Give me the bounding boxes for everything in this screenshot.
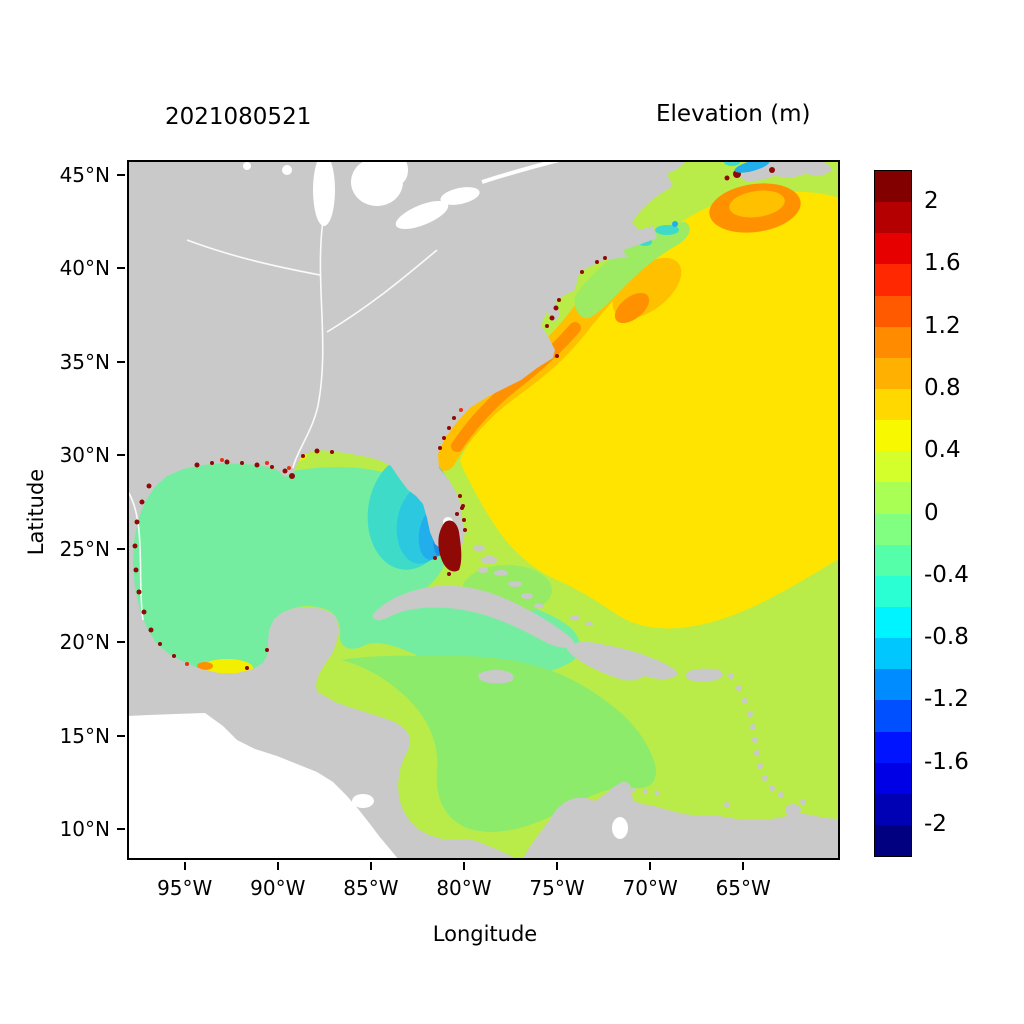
y-tick-mark bbox=[117, 173, 125, 176]
colorbar-tick-label: -0.8 bbox=[924, 624, 969, 651]
colorbar-cell bbox=[875, 544, 911, 576]
x-tick-label: 85°W bbox=[343, 876, 399, 900]
gulf-stream-orange-patch bbox=[614, 292, 650, 324]
x-tick-label: 90°W bbox=[250, 876, 306, 900]
colorbar-cell bbox=[875, 824, 911, 857]
rivers bbox=[127, 219, 438, 621]
colorbar-cell bbox=[875, 731, 911, 763]
colorbar-cell bbox=[875, 420, 911, 452]
colorbar-cell bbox=[875, 793, 911, 825]
southwest-florida-dark-red-region bbox=[438, 520, 462, 572]
campeche-orange-patch bbox=[197, 662, 213, 670]
colorbar-cell bbox=[875, 638, 911, 670]
colorbar-tick-label: 1.6 bbox=[924, 250, 961, 277]
x-tick-mark bbox=[276, 862, 279, 870]
coastal-red-speckles bbox=[185, 408, 463, 666]
colorbar-tick-label: 0.4 bbox=[924, 437, 961, 464]
colorbar-cell bbox=[875, 669, 911, 701]
colorbar-cell bbox=[875, 482, 911, 514]
southwest-florida-speckles bbox=[433, 504, 465, 576]
colorbar-cell bbox=[875, 295, 911, 327]
bahamas-islands bbox=[473, 545, 593, 626]
north-america-landmass bbox=[127, 160, 840, 860]
hispaniola-island bbox=[566, 642, 678, 681]
y-tick-label: 20°N bbox=[59, 630, 110, 655]
colorbar-cell bbox=[875, 357, 911, 389]
colorbar-tick-label: -1.6 bbox=[924, 748, 969, 775]
gulf-of-maine-gold-region bbox=[729, 190, 785, 218]
y-tick-label: 30°N bbox=[59, 443, 110, 468]
caribbean-sea-region bbox=[341, 655, 657, 832]
colorbar-tick-label: 0.8 bbox=[924, 374, 961, 401]
colorbar-title: Elevation (m) bbox=[656, 101, 811, 127]
colorbar-cell bbox=[875, 233, 911, 265]
run-timestamp-title: 2021080521 bbox=[165, 104, 312, 130]
fundy-cyan-streak bbox=[734, 160, 770, 173]
atlantic-yellow-region bbox=[460, 191, 840, 629]
y-tick-label: 40°N bbox=[59, 256, 110, 281]
colorbar-cell bbox=[875, 451, 911, 483]
colorbar bbox=[874, 170, 912, 857]
mid-atlantic-green-region bbox=[574, 222, 690, 319]
colorbar-cell bbox=[875, 606, 911, 639]
colorbar-cell bbox=[875, 171, 911, 203]
colorbar-tick-label: 1.2 bbox=[924, 312, 961, 339]
great-lakes bbox=[243, 160, 628, 839]
cuba-island bbox=[372, 585, 575, 648]
x-tick-label: 70°W bbox=[622, 876, 678, 900]
colorbar-cell bbox=[875, 700, 911, 732]
colorbar-cell bbox=[875, 575, 911, 607]
y-tick-label: 35°N bbox=[59, 349, 110, 374]
x-tick-label: 80°W bbox=[436, 876, 492, 900]
x-tick-label: 75°W bbox=[529, 876, 585, 900]
x-tick-label: 95°W bbox=[157, 876, 213, 900]
coastal-dark-red-speckles bbox=[132, 167, 775, 670]
nantucket-turquoise-patch bbox=[655, 225, 679, 235]
y-tick-mark bbox=[117, 828, 125, 831]
colorbar-tick-label: 0 bbox=[924, 499, 939, 526]
x-tick-mark bbox=[462, 862, 465, 870]
y-tick-label: 10°N bbox=[59, 817, 110, 842]
y-tick-label: 25°N bbox=[59, 536, 110, 561]
x-axis-title: Longitude bbox=[432, 922, 538, 946]
jamaica-island bbox=[478, 670, 514, 684]
x-tick-mark bbox=[742, 862, 745, 870]
colorbar-tick-label: -0.4 bbox=[924, 561, 969, 588]
y-tick-mark bbox=[117, 641, 125, 644]
colorbar-cell bbox=[875, 762, 911, 794]
x-tick-mark bbox=[649, 862, 652, 870]
colorbar-tick-label: -2 bbox=[924, 810, 947, 837]
y-tick-label: 15°N bbox=[59, 723, 110, 748]
x-tick-label: 65°W bbox=[715, 876, 771, 900]
pacific-ocean-mask bbox=[127, 713, 399, 860]
colorbar-tick-label: -1.2 bbox=[924, 686, 969, 713]
colorbar-cell bbox=[875, 264, 911, 296]
colorbar-cell bbox=[875, 326, 911, 358]
x-tick-mark bbox=[183, 862, 186, 870]
y-tick-label: 45°N bbox=[59, 162, 110, 187]
map-plot bbox=[127, 160, 840, 860]
y-tick-mark bbox=[117, 267, 125, 270]
y-tick-mark bbox=[117, 547, 125, 550]
x-tick-mark bbox=[369, 862, 372, 870]
y-tick-mark bbox=[117, 734, 125, 737]
colorbar-cell bbox=[875, 388, 911, 421]
puerto-rico-island bbox=[686, 668, 723, 682]
colorbar-tick-label: 2 bbox=[924, 188, 939, 215]
colorbar-cell bbox=[875, 202, 911, 234]
y-tick-mark bbox=[117, 454, 125, 457]
lesser-antilles-islands bbox=[630, 673, 806, 816]
x-tick-mark bbox=[556, 862, 559, 870]
y-tick-mark bbox=[117, 360, 125, 363]
cape-cod-cyan-dot bbox=[672, 221, 678, 227]
y-axis-title: Latitude bbox=[24, 468, 48, 556]
colorbar-cell bbox=[875, 513, 911, 545]
